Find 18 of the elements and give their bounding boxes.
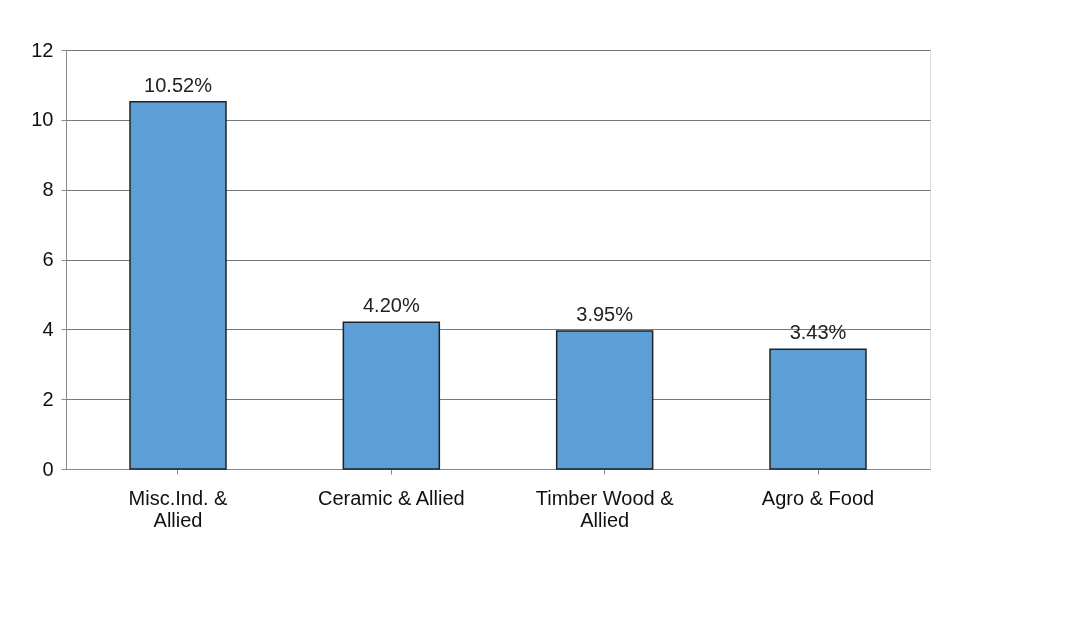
bar (342, 321, 441, 470)
x-tick-label: Agro & Food (761, 486, 875, 509)
y-tick-label: 10 (31, 108, 54, 131)
bar (555, 330, 654, 470)
y-tick-label: 8 (42, 178, 54, 201)
x-tick-label: Timber Wood & Allied (535, 486, 675, 531)
y-tick-label: 6 (42, 248, 54, 270)
bar (129, 100, 227, 470)
x-tick-label: Misc.Ind. & Allied (128, 486, 229, 531)
data-label: 3.95% (576, 303, 634, 326)
x-tick-label: Ceramic & Allied (317, 486, 465, 509)
y-tick-label: 12 (31, 38, 54, 61)
data-label: 10.52% (144, 73, 213, 96)
y-tick-label: 0 (42, 457, 54, 480)
y-tick-label: 2 (42, 387, 54, 410)
y-tick-label: 4 (42, 317, 54, 340)
bar (769, 348, 867, 470)
data-label: 4.20% (362, 294, 420, 317)
